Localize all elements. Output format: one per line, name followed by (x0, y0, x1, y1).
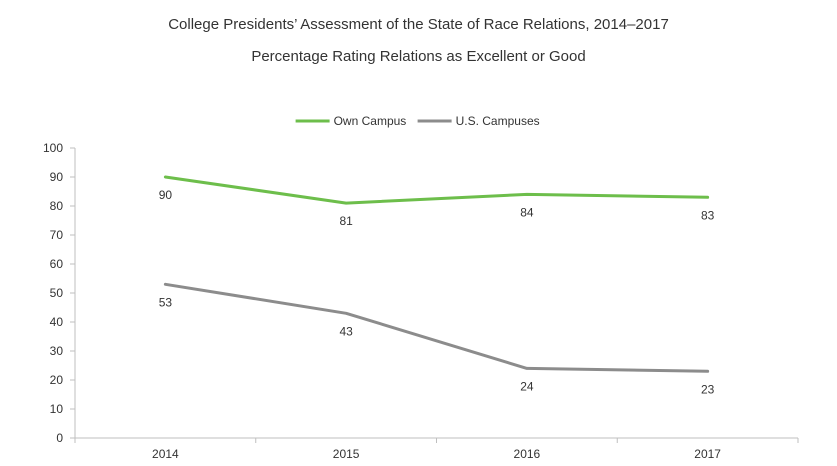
data-label: 24 (520, 379, 534, 393)
series-group (163, 175, 710, 373)
data-label: 43 (339, 324, 353, 338)
series-line (163, 282, 710, 373)
x-tick-label: 2015 (333, 447, 360, 461)
data-label: 81 (339, 214, 353, 228)
y-tick-label: 90 (50, 170, 64, 184)
x-tick-label: 2016 (514, 447, 541, 461)
data-label: 90 (159, 188, 173, 202)
y-tick-label: 30 (50, 344, 64, 358)
y-tick-label: 70 (50, 228, 64, 242)
y-tick-label: 80 (50, 199, 64, 213)
legend: Own Campus U.S. Campuses (295, 114, 540, 128)
chart-subtitle: Percentage Rating Relations as Excellent… (251, 48, 586, 65)
legend-label: Own Campus (334, 114, 407, 128)
data-labels: 90 81 84 83 53 43 24 23 (159, 188, 715, 396)
data-label: 23 (701, 382, 715, 396)
data-label: 84 (520, 205, 534, 219)
series-line (163, 175, 710, 205)
axes: 0 10 20 30 40 50 60 70 80 90 100 2014 2015 2016 2017 (43, 141, 799, 461)
y-tick-label: 60 (50, 257, 64, 271)
chart-title: College Presidents’ Assessment of the St… (168, 16, 669, 33)
y-tick-label: 0 (56, 431, 63, 445)
y-tick-label: 50 (50, 286, 64, 300)
x-tick-label: 2017 (694, 447, 721, 461)
y-tick-label: 100 (43, 141, 63, 155)
data-label: 53 (159, 295, 173, 309)
legend-label: U.S. Campuses (456, 114, 540, 128)
data-label: 83 (701, 208, 715, 222)
y-tick-label: 10 (50, 402, 64, 416)
x-tick-label: 2014 (152, 447, 179, 461)
y-tick-label: 40 (50, 315, 64, 329)
y-tick-label: 20 (50, 373, 64, 387)
